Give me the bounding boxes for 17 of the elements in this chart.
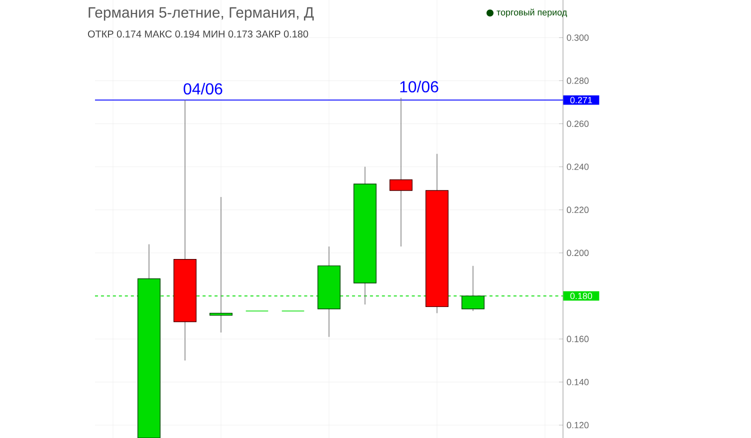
y-tick-label: 0.160 <box>566 336 589 342</box>
y-tick-label: 0.140 <box>566 378 589 386</box>
ref-line-label: 0.180 <box>570 292 592 300</box>
y-tick-label: 0.240 <box>566 164 589 170</box>
annotation: 04/06 <box>184 82 222 95</box>
text: ОТКР 0.174 МАКС 0.194 МИН 0.173 ЗАКР 0.180 <box>88 30 308 38</box>
ref-line-label: 0.271 <box>570 96 592 104</box>
y-tick-label: 0.300 <box>566 34 589 41</box>
candlestick <box>389 98 413 247</box>
annotation: 10/06 <box>400 80 438 92</box>
y-tick-label: 0.260 <box>566 120 589 127</box>
chart-title: Германия 5-летние, Германия, Д <box>88 7 314 21</box>
y-tick-label: 0.280 <box>566 78 589 84</box>
annotation: торговый период <box>496 8 567 18</box>
y-tick-label: 0.220 <box>566 206 589 214</box>
y-tick-label: 0.120 <box>566 422 589 428</box>
y-tick-label: 0.200 <box>566 250 589 256</box>
